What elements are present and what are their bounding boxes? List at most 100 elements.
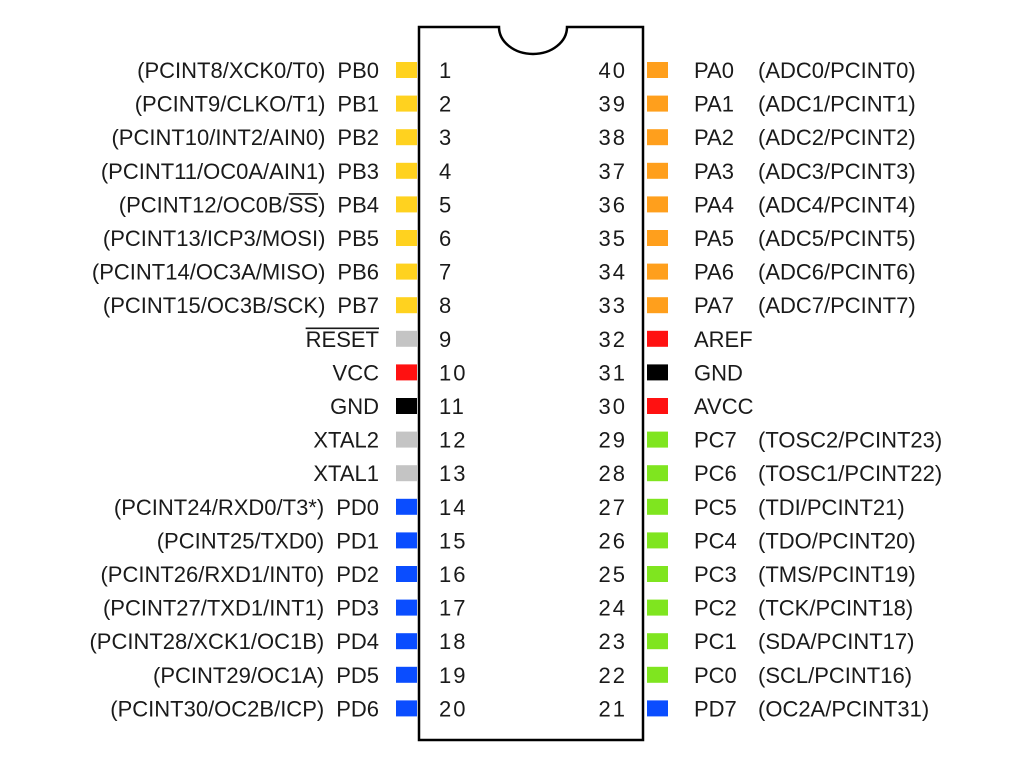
pin-20: 20 PD6 (PCINT30/OC2B/ICP) <box>110 696 465 721</box>
pin-marker <box>647 62 668 78</box>
pin-7: 7 PB6 (PCINT14/OC3A/MISO) <box>92 260 453 285</box>
pin-alt-functions: (PCINT24/RXD0/T3*) <box>114 495 324 520</box>
pin-name: AREF <box>694 327 753 352</box>
pin-alt-functions: (ADC3/PCINT3) <box>758 159 916 184</box>
pin-23: 23 PC1 (SDA/PCINT17) <box>599 629 915 654</box>
pin-marker <box>647 297 668 314</box>
pin-name: PA7 <box>694 293 734 318</box>
pin-name: PB3 <box>337 159 379 184</box>
pin-marker <box>647 330 668 347</box>
pin-name: PC2 <box>694 596 737 621</box>
pin-number: 9 <box>439 327 453 352</box>
pin-name: VCC <box>333 360 380 385</box>
pin-37: 37 PA3 (ADC3/PCINT3) <box>599 159 916 184</box>
pin-number: 1 <box>439 58 453 83</box>
pin-17: 17 PD3 (PCINT27/TXD1/INT1) <box>103 596 467 621</box>
pin-40: 40 PA0 (ADC0/PCINT0) <box>599 58 916 83</box>
pin-28: 28 PC6 (TOSC1/PCINT22) <box>599 461 943 486</box>
pin-marker <box>647 566 668 582</box>
pin-number: 40 <box>599 58 627 83</box>
pin-name: RESET <box>306 327 379 352</box>
pin-alt-functions: (TDO/PCINT20) <box>758 528 916 553</box>
pin-number: 38 <box>599 125 627 150</box>
pin-27: 27 PC5 (TDI/PCINT21) <box>599 495 905 520</box>
pin-marker <box>647 263 668 280</box>
pin-marker <box>396 230 417 246</box>
pin-marker <box>647 700 668 717</box>
pin-number: 24 <box>599 596 627 621</box>
pin-marker <box>396 297 417 314</box>
pin-marker <box>647 162 668 179</box>
pin-number: 8 <box>439 293 453 318</box>
pin-number: 32 <box>599 327 627 352</box>
pin-13: 13 XTAL1 <box>313 461 467 486</box>
pin-name: PD3 <box>336 596 379 621</box>
pin-number: 18 <box>439 629 467 654</box>
pin-25: 25 PC3 (TMS/PCINT19) <box>599 562 916 587</box>
pin-alt-functions: (PCINT8/XCK0/T0) <box>137 58 325 83</box>
pin-number: 17 <box>439 596 467 621</box>
pin-19: 19 PD5 (PCINT29/OC1A) <box>153 663 465 688</box>
pin-marker <box>396 162 417 179</box>
pin-marker <box>396 700 417 717</box>
pin-alt-functions: (PCINT10/INT2/AIN0) <box>111 125 325 150</box>
pin-name: PA5 <box>694 226 734 251</box>
pin-marker <box>396 465 417 482</box>
pin-number: 22 <box>599 663 627 688</box>
pin-marker <box>647 364 668 381</box>
pin-number: 2 <box>439 92 453 117</box>
pin-number: 35 <box>599 226 627 251</box>
pin-30: 30 AVCC <box>599 394 754 419</box>
pin-alt-functions: (PCINT11/OC0A/AIN1) <box>101 159 326 184</box>
pin-marker <box>647 95 668 112</box>
pin-marker <box>396 62 417 78</box>
pin-marker <box>396 666 417 683</box>
pin-name: PD1 <box>336 528 379 553</box>
pin-alt-functions: (TCK/PCINT18) <box>758 596 913 621</box>
pin-name: PD5 <box>336 663 379 688</box>
pin-number: 13 <box>439 461 467 486</box>
pin-name: PD0 <box>336 495 379 520</box>
pin-alt-functions: (ADC0/PCINT0) <box>758 58 916 83</box>
pin-marker <box>647 465 668 482</box>
pin-number: 37 <box>599 159 627 184</box>
pin-name: PD6 <box>336 696 379 721</box>
pin-34: 34 PA6 (ADC6/PCINT6) <box>599 260 916 285</box>
pin-name: PB1 <box>337 92 379 117</box>
pin-alt-functions: (PCINT29/OC1A) <box>153 663 324 688</box>
pin-alt-functions: (TOSC1/PCINT22) <box>758 461 942 486</box>
pin-marker <box>647 398 668 414</box>
pin-39: 39 PA1 (ADC1/PCINT1) <box>599 92 916 117</box>
pin-marker <box>396 263 417 280</box>
pin-marker <box>647 532 668 549</box>
pin-marker <box>647 129 668 146</box>
pin-alt-functions: (PCINT14/OC3A/MISO) <box>92 260 325 285</box>
pin-number: 7 <box>439 260 453 285</box>
pin-alt-functions: (PCINT9/CLKO/T1) <box>135 92 326 117</box>
pin-alt-functions: (ADC6/PCINT6) <box>758 260 916 285</box>
pin-name: PB2 <box>337 125 379 150</box>
pin-marker <box>396 196 417 213</box>
pin-number: 36 <box>599 192 627 217</box>
pin-38: 38 PA2 (ADC2/PCINT2) <box>599 125 916 150</box>
pin-marker <box>396 599 417 616</box>
pin-alt-functions: (PCINT30/OC2B/ICP) <box>110 696 324 721</box>
pin-alt-functions: (ADC7/PCINT7) <box>758 293 916 318</box>
pin-alt-functions: (OC2A/PCINT31) <box>758 696 929 721</box>
pin-name: PD7 <box>694 696 737 721</box>
pin-name: PC1 <box>694 629 737 654</box>
pin-name: PC4 <box>694 528 737 553</box>
pin-35: 35 PA5 (ADC5/PCINT5) <box>599 226 916 251</box>
pin-8: 8 PB7 (PCINT15/OC3B/SCK) <box>103 293 453 318</box>
right-pin-column: 40 PA0 (ADC0/PCINT0) 39 PA1 (ADC1/PCINT1) 38 PA… <box>599 58 943 721</box>
pin-marker <box>396 398 417 414</box>
pin-number: 26 <box>599 528 627 553</box>
pin-marker <box>647 431 668 448</box>
pin-alt-functions: (TMS/PCINT19) <box>758 562 916 587</box>
pin-alt-functions: (PCINT12/OC0B/SS) <box>119 192 326 217</box>
pin-4: 4 PB3 (PCINT11/OC0A/AIN1) <box>101 159 451 184</box>
pin-alt-functions: (ADC5/PCINT5) <box>758 226 916 251</box>
pin-marker <box>396 364 417 381</box>
pin-number: 28 <box>599 461 627 486</box>
